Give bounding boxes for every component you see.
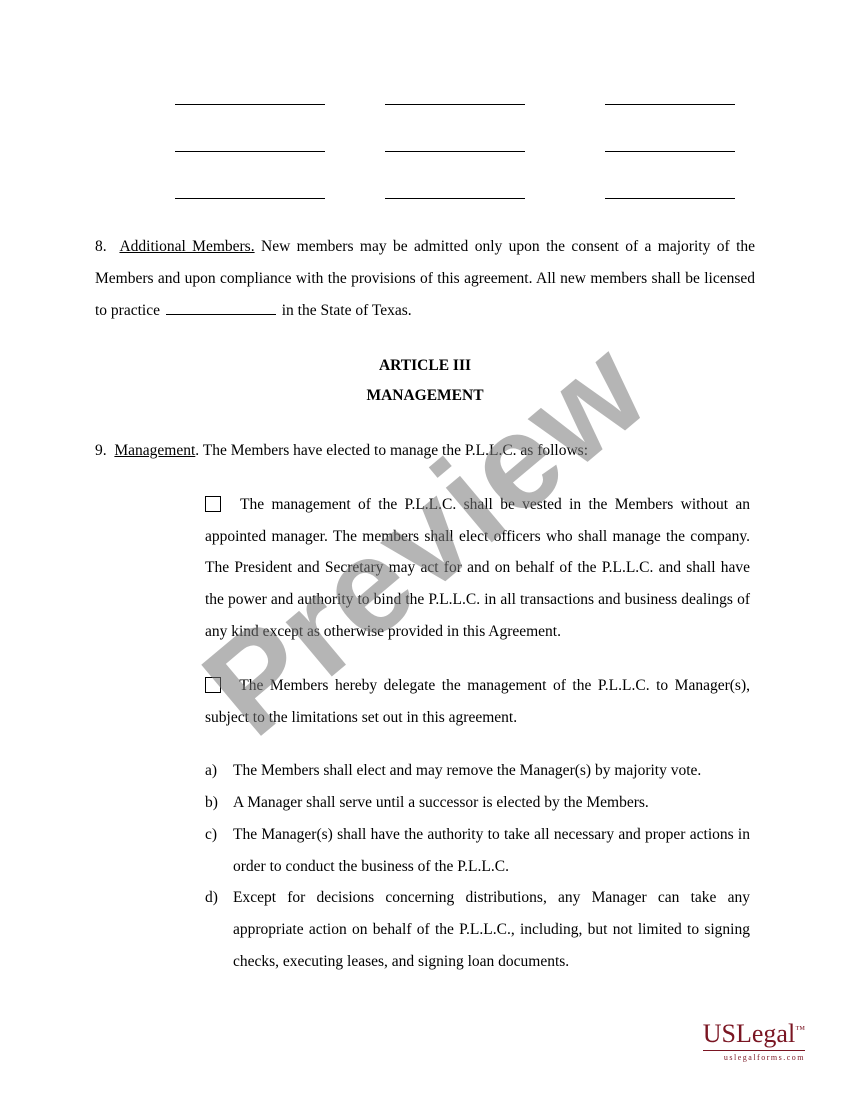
blank-field <box>385 90 525 105</box>
blank-field <box>385 184 525 199</box>
blank-field <box>605 184 735 199</box>
list-item: b) A Manager shall serve until a success… <box>205 787 750 819</box>
section-heading: Management <box>114 442 195 459</box>
section-heading: Additional Members. <box>119 238 254 255</box>
item-text: A Manager shall serve until a successor … <box>233 787 750 819</box>
item-letter: c) <box>205 819 233 883</box>
uslegal-logo: USLegal™ uslegalforms.com <box>703 1021 805 1062</box>
section-number: 8. <box>95 238 107 255</box>
list-item: a) The Members shall elect and may remov… <box>205 755 750 787</box>
blank-field <box>385 137 525 152</box>
blank-field <box>175 137 325 152</box>
checkbox-icon <box>205 677 221 693</box>
signature-blank-rows <box>175 90 755 199</box>
item-letter: a) <box>205 755 233 787</box>
document-page: 8. Additional Members. New members may b… <box>0 0 850 1038</box>
checkbox-icon <box>205 496 221 512</box>
list-item: d) Except for decisions concerning distr… <box>205 882 750 977</box>
blank-row <box>175 90 755 105</box>
section-number: 9. <box>95 442 107 459</box>
blank-field <box>175 90 325 105</box>
sub-item-list: a) The Members shall elect and may remov… <box>205 755 750 977</box>
logo-subtext: uslegalforms.com <box>703 1054 805 1062</box>
option-text: The Members hereby delegate the manageme… <box>205 677 750 726</box>
article-title: MANAGEMENT <box>95 381 755 410</box>
article-header: ARTICLE III MANAGEMENT <box>95 351 755 410</box>
inline-blank-field <box>166 302 276 315</box>
item-text: The Manager(s) shall have the authority … <box>233 819 750 883</box>
blank-field <box>605 90 735 105</box>
logo-text: USLegal™ <box>703 1021 805 1047</box>
article-number: ARTICLE III <box>95 351 755 380</box>
blank-row <box>175 184 755 199</box>
item-text: The Members shall elect and may remove t… <box>233 755 750 787</box>
section-8: 8. Additional Members. New members may b… <box>95 231 755 326</box>
blank-field <box>175 184 325 199</box>
item-letter: d) <box>205 882 233 977</box>
section-text: in the State of Texas. <box>278 302 412 319</box>
blank-row <box>175 137 755 152</box>
item-letter: b) <box>205 787 233 819</box>
section-text: . The Members have elected to manage the… <box>195 442 588 459</box>
list-item: c) The Manager(s) shall have the authori… <box>205 819 750 883</box>
management-option-a: The management of the P.L.L.C. shall be … <box>205 489 750 648</box>
option-text: The management of the P.L.L.C. shall be … <box>205 496 750 640</box>
section-9-intro: 9. Management. The Members have elected … <box>95 435 755 467</box>
management-option-b: The Members hereby delegate the manageme… <box>205 670 750 734</box>
item-text: Except for decisions concerning distribu… <box>233 882 750 977</box>
blank-field <box>605 137 735 152</box>
